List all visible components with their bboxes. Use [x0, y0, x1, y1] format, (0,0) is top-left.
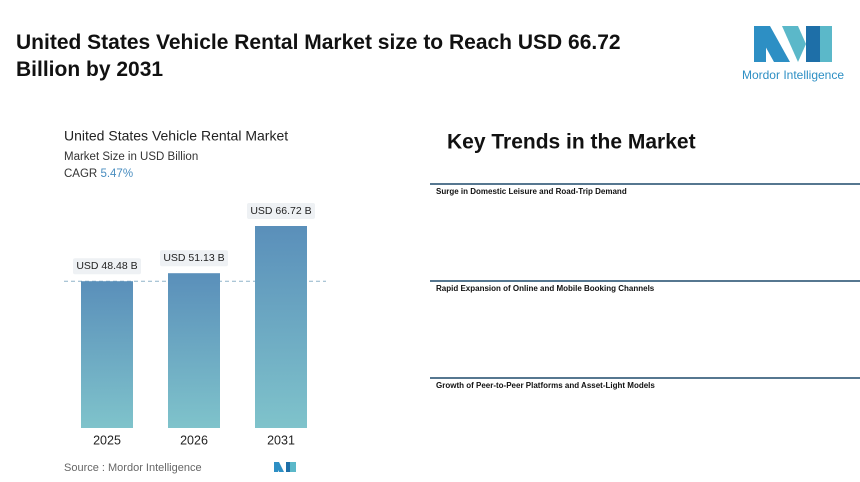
- trend-item: Surge in Domestic Leisure and Road-Trip …: [436, 187, 627, 196]
- value-label: USD 51.13 B: [163, 252, 224, 264]
- bar: [255, 226, 307, 428]
- page-title: United States Vehicle Rental Market size…: [16, 31, 621, 81]
- x-tick-label: 2025: [93, 433, 121, 447]
- trend-item: Rapid Expansion of Online and Mobile Boo…: [436, 284, 655, 293]
- cagr-label: CAGR: [64, 168, 97, 180]
- value-label-box: [73, 258, 141, 275]
- source-logo: [274, 462, 296, 472]
- bar: [168, 273, 220, 428]
- chart-subtitle: Market Size in USD Billion: [64, 151, 198, 163]
- logo: [754, 26, 832, 62]
- value-label: USD 66.72 B: [250, 205, 311, 217]
- trend-item: Growth of Peer-to-Peer Platforms and Ass…: [436, 381, 655, 390]
- x-tick-label: 2026: [180, 433, 208, 447]
- bar-chart: USD 48.48 B 2025 USD 51.13 B 2026 USD 66.72 …: [64, 203, 326, 447]
- chart-title: United States Vehicle Rental Market: [64, 128, 288, 144]
- source: Source : Mordor Intelligence: [64, 462, 202, 474]
- value-label-box: [247, 203, 315, 219]
- logo-text: Mordor Intelligence: [742, 68, 844, 82]
- cagr-value: 5.47%: [100, 168, 133, 180]
- cagr: CAGR 5.47%: [64, 168, 133, 180]
- value-label: USD 48.48 B: [76, 260, 137, 272]
- x-tick-label: 2031: [267, 433, 295, 447]
- trends: Surge in Domestic Leisure and Road-Trip …: [430, 183, 860, 390]
- trends-title: Key Trends in the Market: [447, 131, 696, 154]
- value-label-box: [160, 250, 228, 267]
- bar: [81, 281, 133, 428]
